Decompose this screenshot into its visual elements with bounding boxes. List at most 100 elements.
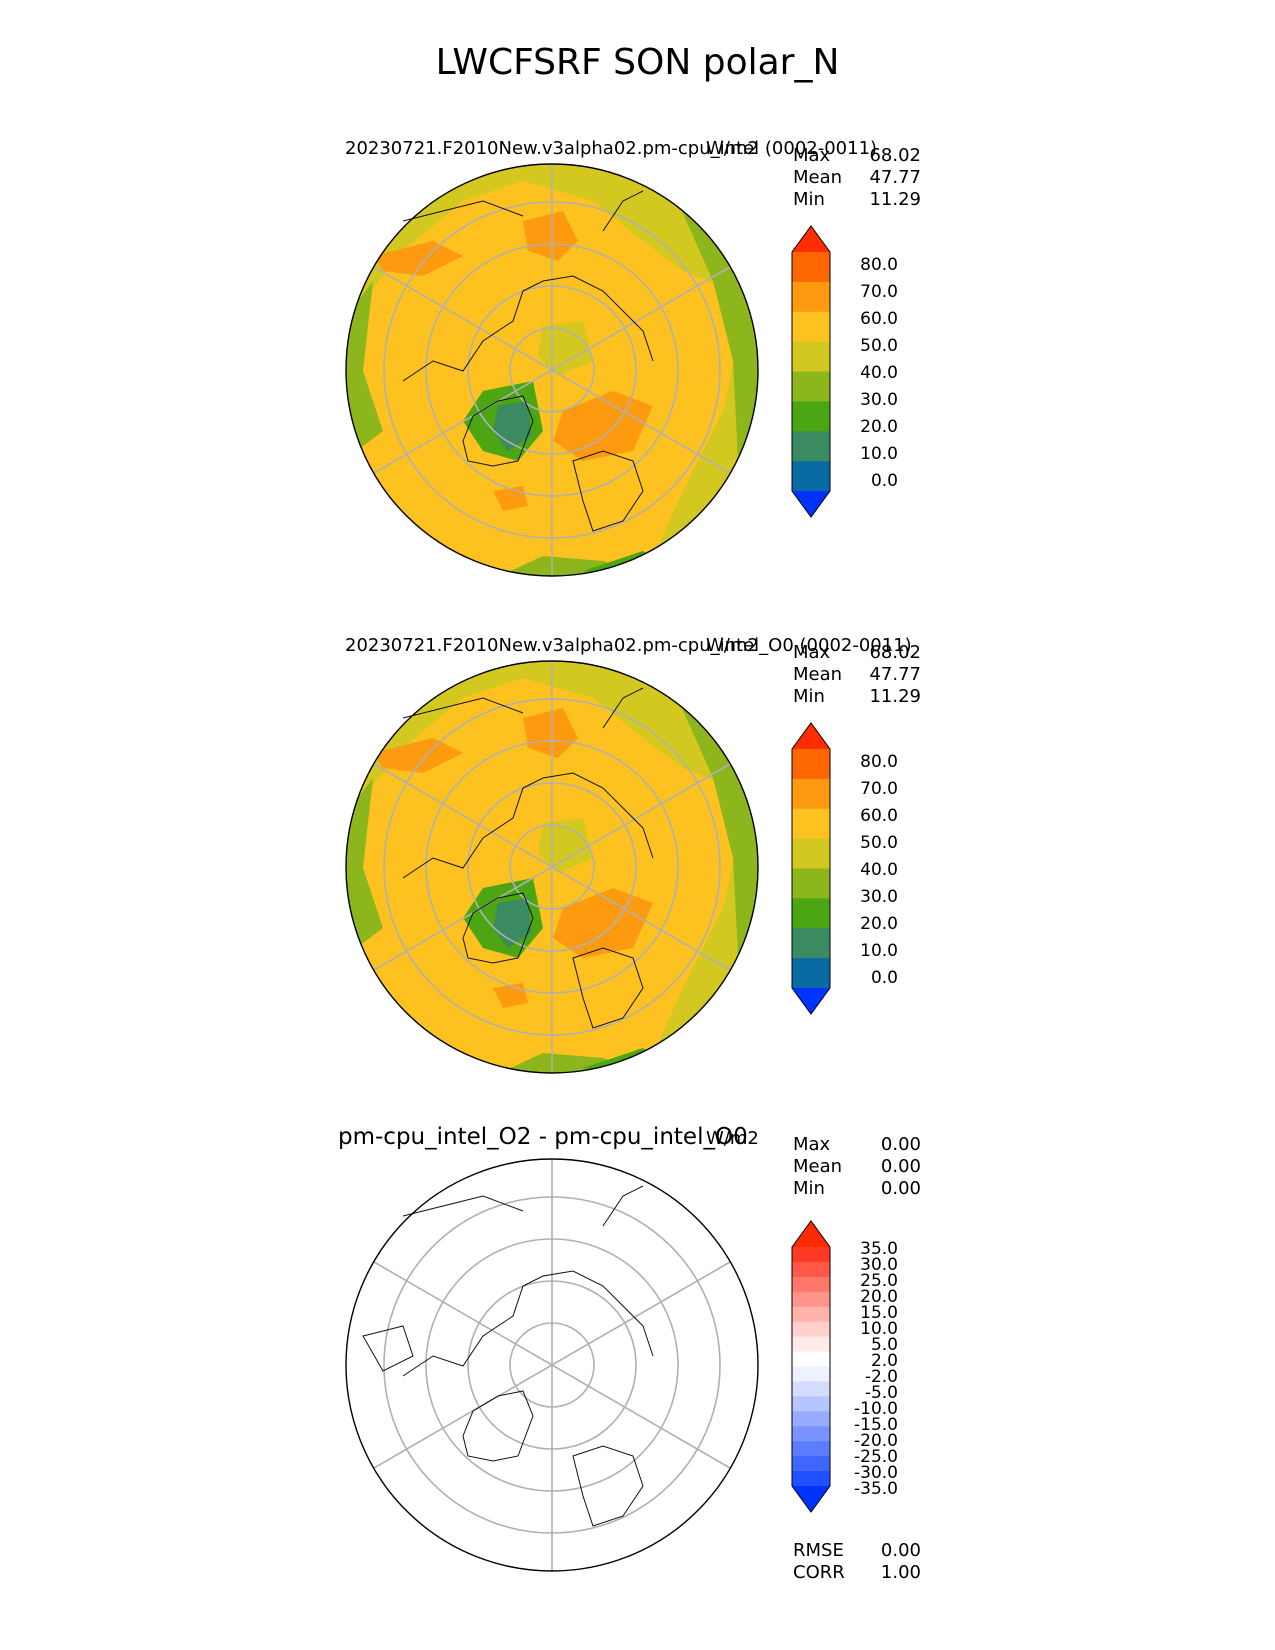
colorbar-bin xyxy=(792,868,830,899)
colorbar-outline xyxy=(791,1220,831,1513)
stat-mean-label: Mean xyxy=(793,664,843,685)
colorbar-tick: -20.0 xyxy=(854,1431,898,1451)
colorbar-tick: 25.0 xyxy=(860,1271,898,1291)
colorbar-outline xyxy=(791,225,831,518)
corr-label: CORR xyxy=(793,1562,845,1583)
panel-title: 20230721.F2010New.v3alpha02.pm-cpu_intel… xyxy=(345,635,912,656)
colorbar-tick: 20.0 xyxy=(860,417,898,437)
metrics-block: RMSE 0.00 CORR 1.00 xyxy=(793,1540,921,1584)
colorbar xyxy=(791,1220,831,1513)
colorbar-bin xyxy=(792,1247,830,1263)
stat-min-label: Min xyxy=(793,189,825,210)
colorbar-bin xyxy=(792,311,830,343)
colorbar-tick: 0.0 xyxy=(870,471,898,491)
colorbar-extend-min xyxy=(792,1486,830,1512)
colorbar-bin xyxy=(792,749,830,780)
colorbar-extend-max xyxy=(792,226,830,252)
colorbar-ticks: 80.0 70.0 60.0 50.0 40.0 30.0 20.0 10.0 … xyxy=(838,721,898,1016)
colorbar-tick: 2.0 xyxy=(870,1351,898,1371)
colorbar-tick: 40.0 xyxy=(860,363,898,383)
stat-min-label: Min xyxy=(793,1178,825,1199)
colorbar-bin xyxy=(792,778,830,810)
colorbar-extend-min xyxy=(792,491,830,517)
panel-difference: pm-cpu_intel_O2 - pm-cpu_intel_O0 W/m2 M… xyxy=(0,994,1275,1594)
rmse-value: 0.00 xyxy=(880,1540,921,1561)
colorbar-tick: 30.0 xyxy=(860,1255,898,1275)
colorbar-tick: 80.0 xyxy=(860,255,898,275)
colorbar-extend-min xyxy=(792,988,830,1014)
colorbar-bin xyxy=(792,1471,830,1487)
colorbar-bin xyxy=(792,1261,830,1278)
stats-block: Max 68.02 Mean 47.77 Min 11.29 xyxy=(793,642,921,708)
colorbar-outline xyxy=(791,722,831,1015)
colorbar-ticks: 80.0 70.0 60.0 50.0 40.0 30.0 20.0 10.0 … xyxy=(838,224,898,519)
polar-map xyxy=(345,660,759,1074)
colorbar-bin xyxy=(792,1366,830,1382)
colorbar-tick: 5.0 xyxy=(870,1335,898,1355)
colorbar-extend-max xyxy=(792,723,830,749)
colorbar-extend-max xyxy=(792,1221,830,1247)
stat-max-label: Max xyxy=(793,1134,831,1155)
colorbar-bin xyxy=(792,431,830,462)
colorbar-tick: 10.0 xyxy=(860,941,898,961)
colorbar-bin xyxy=(792,281,830,313)
stat-min-label: Min xyxy=(793,686,825,707)
colorbar-tick: 20.0 xyxy=(860,914,898,934)
colorbar-tick: 40.0 xyxy=(860,860,898,880)
stat-mean-label: Mean xyxy=(793,1156,843,1177)
colorbar-tick: 30.0 xyxy=(860,390,898,410)
colorbar-bin xyxy=(792,928,830,959)
panel-title: pm-cpu_intel_O2 - pm-cpu_intel_O0 xyxy=(338,1124,748,1150)
colorbar-bin xyxy=(792,1456,830,1472)
corr-value: 1.00 xyxy=(880,1562,921,1583)
colorbar-bin xyxy=(792,1426,830,1442)
rmse-label: RMSE xyxy=(793,1540,844,1561)
stat-mean-value: 47.77 xyxy=(869,167,921,188)
colorbar-tick: 15.0 xyxy=(860,1303,898,1323)
colorbar-bin xyxy=(792,1381,830,1397)
colorbar-bin xyxy=(792,958,830,989)
colorbar-bin xyxy=(792,1396,830,1412)
colorbar-tick: -35.0 xyxy=(854,1479,898,1499)
colorbar-bin xyxy=(792,1411,830,1427)
colorbar-tick: -10.0 xyxy=(854,1399,898,1419)
stat-max-value: 68.02 xyxy=(869,145,921,166)
colorbar-ticks: 35.0 30.0 25.0 20.0 15.0 10.0 5.0 2.0 -2… xyxy=(838,1219,898,1514)
panel-model: 20230721.F2010New.v3alpha02.pm-cpu_intel… xyxy=(0,0,1275,577)
colorbar-tick: 80.0 xyxy=(860,752,898,772)
panel-reference: 20230721.F2010New.v3alpha02.pm-cpu_intel… xyxy=(0,497,1275,1074)
stat-min-value: 0.00 xyxy=(880,1178,921,1199)
colorbar-bin xyxy=(792,1351,830,1367)
colorbar-bin xyxy=(792,461,830,492)
colorbar-tick: 30.0 xyxy=(860,887,898,907)
colorbar-bin xyxy=(792,1306,830,1323)
units-label: W/m2 xyxy=(706,138,759,159)
units-label: W/m2 xyxy=(706,1128,759,1149)
colorbar-bin xyxy=(792,1321,830,1338)
stat-mean-value: 47.77 xyxy=(869,664,921,685)
colorbar-bin xyxy=(792,1336,830,1353)
colorbar-tick: 70.0 xyxy=(860,282,898,302)
colorbar-tick: -15.0 xyxy=(854,1415,898,1435)
colorbar-bin xyxy=(792,838,830,869)
figure-title: LWCFSRF SON polar_N xyxy=(435,42,840,83)
colorbar-bin xyxy=(792,401,830,432)
stats-block: Max 0.00 Mean 0.00 Min 0.00 xyxy=(793,1134,921,1200)
colorbar-bin xyxy=(792,1291,830,1308)
polar-map xyxy=(345,1158,759,1572)
colorbar-tick: 60.0 xyxy=(860,806,898,826)
stat-mean-value: 0.00 xyxy=(880,1156,921,1177)
colorbar-tick: -5.0 xyxy=(864,1383,898,1403)
stat-mean-label: Mean xyxy=(793,167,843,188)
colorbar-tick: 60.0 xyxy=(860,309,898,329)
colorbar-bin xyxy=(792,808,830,840)
colorbar-tick: 20.0 xyxy=(860,1287,898,1307)
colorbar-tick: 70.0 xyxy=(860,779,898,799)
colorbar-bin xyxy=(792,371,830,402)
colorbar-tick: 10.0 xyxy=(860,444,898,464)
stat-min-value: 11.29 xyxy=(869,686,921,707)
colorbar-bin xyxy=(792,898,830,929)
colorbar-tick: 35.0 xyxy=(860,1239,898,1259)
stat-max-value: 68.02 xyxy=(869,642,921,663)
colorbar-tick: 50.0 xyxy=(860,833,898,853)
